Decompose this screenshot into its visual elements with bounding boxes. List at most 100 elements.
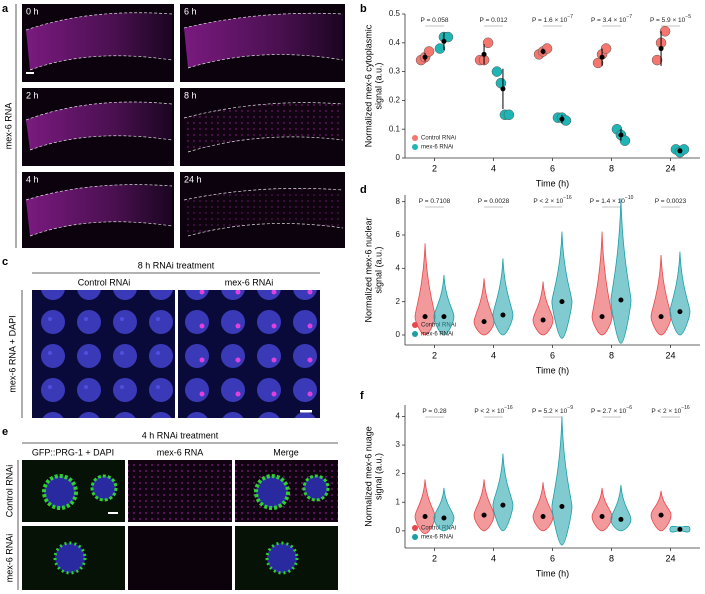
column-label: Merge [273, 447, 299, 457]
micrographs-e [22, 460, 338, 590]
panel-letter: d [360, 184, 367, 196]
violin [414, 479, 436, 535]
mean-dot [422, 314, 428, 320]
x-tick-label: 24 [665, 163, 675, 173]
x-tick-label: 6 [550, 350, 555, 360]
y-tick-label: 0 [396, 153, 401, 162]
y-tick-label: 0.4 [389, 38, 401, 47]
dot [651, 54, 663, 66]
x-axis-label: Time (h) [536, 365, 569, 375]
violin [591, 487, 613, 532]
y-tick-label: 3 [396, 440, 401, 449]
dot [592, 57, 604, 69]
p-value: P = 0.7108 [419, 198, 451, 205]
violin [669, 251, 691, 336]
x-tick-label: 4 [491, 163, 496, 173]
legend-swatch [412, 534, 418, 540]
violin [433, 487, 455, 532]
x-tick-label: 24 [665, 350, 675, 360]
mean-dot [618, 297, 624, 303]
mean-dot [658, 314, 664, 320]
p-value: P = 2.7 × 10−6 [591, 405, 632, 414]
p-value: P = 0.0028 [478, 198, 510, 205]
x-tick-label: 6 [550, 163, 555, 173]
p-value-text: P = 2.7 × 10 [591, 408, 627, 415]
y-axis-label: signal (a.u.) [373, 453, 383, 500]
violin [551, 416, 573, 546]
mean-dot [500, 502, 506, 508]
y-axis-label: Normalized mex-6 cytoplasmic [363, 24, 373, 147]
p-value-exponent: −10 [625, 195, 634, 201]
y-tick-label: 4 [396, 412, 401, 421]
y-axis-label: Normalized mex-6 nuage [363, 426, 373, 527]
p-value: P = 0.28 [422, 408, 447, 415]
mean-dot [677, 309, 683, 315]
y-tick-label: 0 [396, 526, 401, 535]
violin [473, 278, 495, 336]
y-tick-label: 0.2 [389, 96, 401, 105]
violin [610, 198, 632, 344]
p-value-exponent: −16 [563, 195, 572, 201]
mean-dot [658, 46, 664, 52]
mean-dot [599, 54, 605, 60]
panel-letter: a [2, 3, 9, 15]
p-value-text: P = 0.0028 [478, 198, 510, 205]
legend-swatch [412, 135, 418, 141]
dot [619, 135, 631, 146]
y-tick-label: 2 [396, 297, 401, 306]
y-tick-label: 0 [396, 330, 401, 339]
violin [492, 453, 514, 532]
time-label: 24 h [184, 174, 202, 184]
mean-dot [677, 148, 683, 154]
panel-title: 4 h RNAi treatment [142, 430, 219, 440]
violin [610, 485, 632, 532]
x-tick-label: 8 [609, 163, 614, 173]
p-value-text: P < 2 × 10 [474, 408, 504, 415]
y-tick-label: 1 [396, 497, 401, 506]
dot [434, 43, 446, 54]
violin [414, 243, 436, 336]
p-value-exponent: −16 [504, 405, 513, 411]
dot [495, 77, 507, 89]
y-axis-label: signal (a.u.) [373, 246, 383, 293]
violin [650, 254, 672, 336]
p-value-text: P = 0.28 [422, 408, 447, 415]
legend-label: mex-6 RNAi [421, 332, 453, 338]
y-tick-label: 0.1 [389, 124, 401, 133]
y-tick-label: 0.5 [389, 9, 401, 18]
row-label: mex-6 RNAi [4, 534, 14, 583]
column-label: Control RNAi [78, 277, 131, 287]
p-value-text: P = 0.058 [421, 17, 449, 24]
p-value-exponent: −9 [567, 405, 573, 411]
p-value-text: P = 0.012 [480, 17, 508, 24]
micrographs-a [22, 4, 345, 248]
panel-letter: c [2, 256, 8, 268]
p-value-text: P = 0.0023 [655, 198, 687, 205]
p-value: P = 3.4 × 10−7 [591, 14, 632, 23]
x-tick-label: 4 [491, 553, 496, 563]
mean-dot [441, 314, 447, 320]
legend-swatch [412, 525, 418, 531]
violin [551, 231, 573, 339]
p-value-exponent: −6 [626, 405, 632, 411]
p-value: P = 1.4 × 10−10 [590, 195, 634, 204]
x-tick-label: 8 [609, 350, 614, 360]
y-axis-label: Normalized mex-6 nuclear [363, 217, 373, 322]
y-tick-label: 2 [396, 469, 401, 478]
legend-swatch [412, 144, 418, 150]
panel-title: 8 h RNAi treatment [138, 260, 215, 270]
mean-dot [540, 514, 546, 520]
dot [423, 46, 435, 57]
time-label: 4 h [26, 174, 39, 184]
x-tick-label: 24 [665, 553, 675, 563]
p-value: P < 2 × 10−16 [533, 195, 572, 204]
x-tick-label: 2 [432, 553, 437, 563]
violin [532, 281, 554, 336]
mean-dot [618, 132, 624, 138]
p-value: P < 2 × 10−16 [651, 405, 690, 414]
legend-label: mex-6 RNAi [421, 145, 453, 151]
violin [532, 482, 554, 532]
legend-swatch [412, 322, 418, 328]
x-tick-label: 4 [491, 350, 496, 360]
mean-dot [481, 51, 487, 57]
